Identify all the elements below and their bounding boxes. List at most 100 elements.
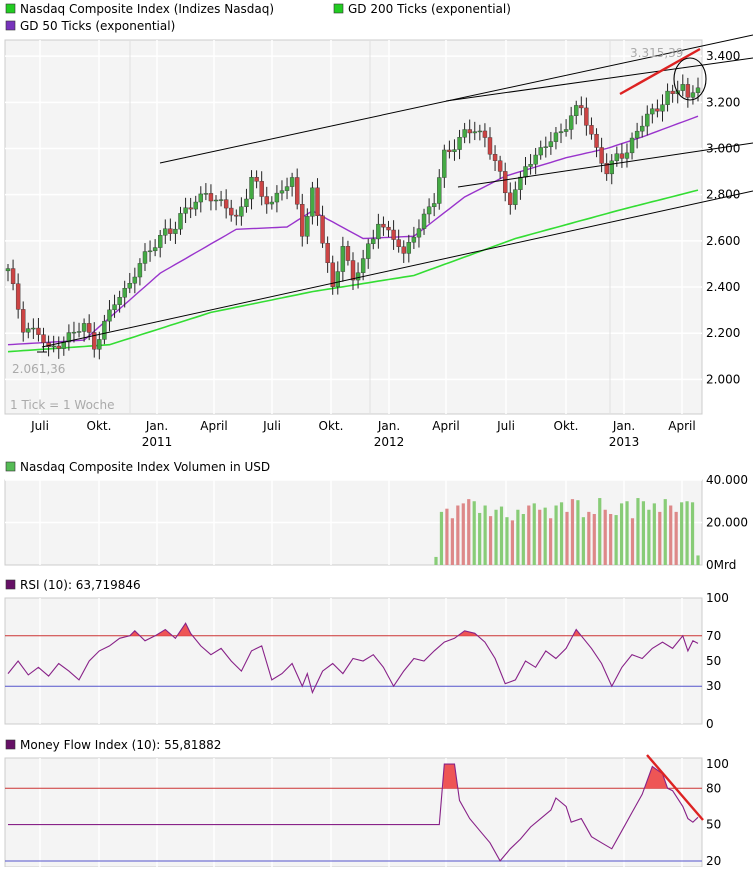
volume-bar-up (619, 503, 624, 565)
candle-up (634, 130, 640, 139)
candle-up (360, 258, 366, 273)
candle-down (259, 181, 264, 197)
volume-bar-down (658, 511, 662, 565)
candle-up (173, 228, 178, 234)
candle-up (289, 177, 295, 187)
candle-up (152, 247, 158, 252)
red-trend-line (619, 47, 701, 96)
mfi-legend-swatch (5, 739, 16, 750)
candle-up (5, 268, 11, 272)
candle-up (371, 238, 376, 244)
candle-up (609, 160, 614, 175)
volume-bar-up (663, 499, 667, 565)
candle-down (41, 334, 46, 343)
candle-up (416, 228, 422, 238)
candle-down (229, 207, 234, 216)
volume-y-axis: 40.000 20.000 0Mrd (706, 473, 748, 572)
candle-down (497, 160, 503, 172)
candle-down (294, 177, 300, 205)
volume-bar-up (576, 500, 580, 565)
candle-down (234, 214, 239, 217)
month-tick-label: Juli (262, 419, 281, 433)
candle-up (518, 176, 523, 190)
legend-swatch-ma200 (333, 3, 344, 14)
candle-up (462, 129, 467, 138)
candle-up (513, 189, 518, 205)
candle-up (629, 137, 635, 154)
price-y-tick-label: 2.600 (706, 234, 740, 248)
candle-up (690, 92, 696, 98)
ma50-line (7, 115, 699, 346)
candle-up (249, 177, 254, 200)
candle-up (452, 149, 457, 152)
candle-down (208, 193, 214, 202)
candle-up (163, 228, 168, 236)
candle-down (599, 147, 604, 164)
volume-bar-down (587, 511, 591, 565)
high-value-label: 3.315,39 (630, 46, 683, 60)
candle-up (132, 276, 138, 284)
volume-bar-up (641, 501, 646, 565)
month-tick-label: Jan. (377, 419, 400, 433)
price-y-axis: 3.400 3.200 3.000 2.800 2.600 2.400 2.200 2.000 (706, 49, 740, 386)
year-tick-label: 2012 (374, 435, 405, 449)
candle-up (528, 164, 533, 167)
candle-down (188, 207, 193, 210)
price-y-tick-label: 2.200 (706, 326, 740, 340)
candle-down (487, 137, 493, 155)
candle-up (117, 297, 122, 305)
osc-y-tick-label: 80 (706, 781, 721, 795)
overbought-area (178, 623, 194, 636)
price-y-tick-label: 3.400 (706, 49, 740, 63)
volume-bar-up (505, 517, 509, 565)
volume-bar-down (467, 499, 471, 565)
volume-bar-up (532, 503, 536, 565)
candle-up (147, 250, 153, 253)
volume-bar-up (521, 514, 525, 565)
volume-bar-down (445, 508, 449, 565)
candle-up (523, 166, 528, 178)
price-panel: 3.315,39 2.061,36 1 Tick = 1 Woche 3.400… (4, 34, 753, 449)
volume-bar-up (685, 501, 689, 565)
channel-upper-line (159, 34, 753, 164)
legend-label-ma200: GD 200 Ticks (exponential) (348, 2, 511, 16)
mfi-red-trend-line (646, 754, 704, 821)
mfi-panel: Money Flow Index (10): 55,81882 100 80 50 2… (4, 738, 729, 868)
candle-up (178, 213, 183, 230)
month-tick-label: Jan. (612, 419, 635, 433)
volume-bar-up (680, 502, 684, 565)
volume-bar-down (674, 511, 678, 565)
candle-down (508, 192, 513, 205)
candle-up (355, 272, 361, 281)
candle-up (553, 132, 559, 142)
candle-down (10, 268, 16, 284)
candle-down (589, 125, 594, 135)
candle-up (431, 203, 437, 208)
volume-bar-up (516, 509, 520, 565)
osc-y-tick-label: 50 (706, 654, 721, 668)
candle-down (685, 84, 691, 98)
low-value-label: 2.061,36 (12, 362, 65, 376)
legend-swatch-index (5, 3, 16, 14)
volume-bar-down (456, 505, 460, 565)
candle-up (218, 199, 224, 201)
candle-up (695, 87, 701, 93)
candle-up (624, 152, 630, 159)
volume-y-tick-label: 40.000 (706, 473, 748, 487)
candle-up (26, 328, 31, 333)
candle-up (457, 137, 462, 150)
candle-up (310, 187, 315, 217)
candle-down (655, 108, 660, 112)
legend-label-index: Nasdaq Composite Index (Indizes Nasdaq) (20, 2, 274, 16)
candle-down (36, 327, 41, 335)
candle-up (107, 309, 112, 322)
volume-bar-down (549, 518, 553, 565)
candle-up (203, 193, 209, 195)
candle-down (315, 187, 320, 216)
channel-lower-line (41, 190, 753, 348)
osc-y-tick-label: 20 (706, 854, 721, 867)
volume-bar-up (554, 505, 558, 565)
volume-bar-up (598, 498, 602, 565)
candle-up (558, 131, 564, 134)
